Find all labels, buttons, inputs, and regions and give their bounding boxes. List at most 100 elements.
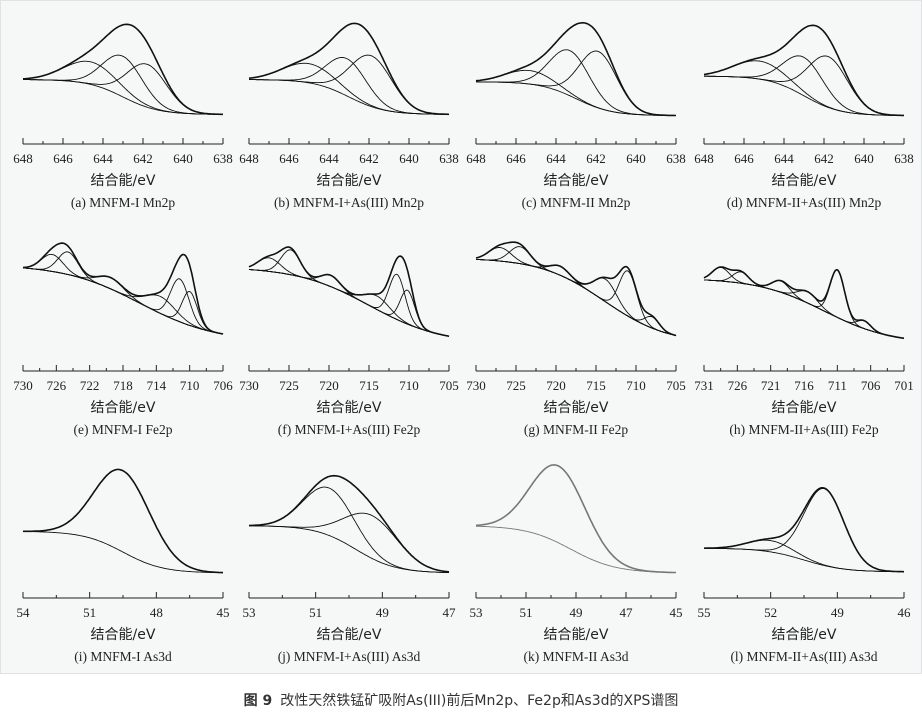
x-tick-label: 701 bbox=[894, 378, 914, 393]
fitted-component-curve bbox=[476, 50, 676, 116]
panel-i: 54 51 48 45 结合能/eV (i) MNFM-I As3d bbox=[17, 468, 230, 664]
panel-f: 730 725 720 715 710 705 结合能/eV (f) MNFM-I+As(II… bbox=[239, 246, 459, 437]
envelope-curve bbox=[475, 22, 676, 117]
fitted-component-curve bbox=[704, 55, 905, 116]
x-tick-label: 53 bbox=[243, 605, 256, 620]
x-tick-label: 710 bbox=[626, 378, 646, 393]
x-tick-label: 706 bbox=[213, 378, 233, 393]
panel-j: 53 51 49 47 结合能/eV (j) MNFM-I+As(III) As3d bbox=[243, 474, 456, 664]
fitted-component-curve bbox=[704, 488, 904, 573]
x-tick-label: 642 bbox=[586, 151, 606, 166]
x-tick-label: 720 bbox=[319, 378, 339, 393]
x-tick-label: 710 bbox=[399, 378, 419, 393]
fitted-component-curve bbox=[23, 468, 223, 574]
x-tick-label: 726 bbox=[47, 378, 67, 393]
x-tick-label: 642 bbox=[359, 151, 379, 166]
fitted-component-curve bbox=[475, 69, 676, 116]
xps-spectra-plots: 648 646 644 642 640 638 结合能/eV (a) MNFM-I Mn2p 6… bbox=[13, 22, 914, 664]
x-tick-label: 715 bbox=[586, 378, 606, 393]
fitted-component-curve bbox=[475, 246, 677, 337]
x-tick-label: 51 bbox=[520, 605, 533, 620]
x-tick-label: 725 bbox=[506, 378, 526, 393]
fitted-component-curve bbox=[475, 258, 677, 337]
x-tick-label: 715 bbox=[359, 378, 379, 393]
x-tick-label: 710 bbox=[180, 378, 200, 393]
envelope-curve bbox=[248, 246, 450, 337]
fitted-component-curve bbox=[475, 464, 676, 573]
x-axis-label: 结合能/eV bbox=[544, 627, 609, 643]
x-tick-label: 48 bbox=[150, 605, 163, 620]
panel-g: 730 725 720 715 710 705 结合能/eV (g) MNFM-II Fe2p bbox=[466, 241, 686, 437]
envelope-curve bbox=[22, 242, 224, 335]
envelope-curve bbox=[23, 23, 223, 116]
panel-l: 55 52 49 46 结合能/eV (l) MNFM-II+As(III) As3d bbox=[698, 487, 911, 664]
x-tick-label: 705 bbox=[439, 378, 459, 393]
fitted-component-curve bbox=[704, 55, 904, 116]
x-tick-label: 638 bbox=[439, 151, 459, 166]
panel-c: 648 646 644 642 640 638 结合能/eV (c) MNFM-II Mn2p bbox=[466, 22, 686, 210]
figure-number: 图 9 bbox=[243, 693, 273, 709]
figure-caption: 图 9 改性天然铁锰矿吸附As(III)前后Mn2p、Fe2p和As3d的XPS谱… bbox=[0, 690, 922, 710]
x-tick-label: 642 bbox=[814, 151, 834, 166]
x-axis-label: 结合能/eV bbox=[91, 627, 156, 643]
panel-caption: (g) MNFM-II Fe2p bbox=[524, 422, 628, 437]
baseline-curve bbox=[23, 531, 223, 574]
x-tick-label: 716 bbox=[794, 378, 814, 393]
fitted-component-curve bbox=[475, 258, 677, 337]
baseline-curve bbox=[704, 75, 905, 116]
fitted-component-curve bbox=[23, 60, 223, 115]
x-tick-label: 714 bbox=[147, 378, 167, 393]
x-tick-label: 47 bbox=[620, 605, 634, 620]
x-tick-label: 51 bbox=[309, 605, 322, 620]
x-tick-label: 55 bbox=[698, 605, 711, 620]
x-tick-label: 646 bbox=[506, 151, 526, 166]
fitted-component-curve bbox=[248, 269, 450, 337]
fitted-component-curve bbox=[248, 269, 450, 337]
baseline-curve bbox=[249, 525, 450, 574]
panel-caption: (j) MNFM-I+As(III) As3d bbox=[278, 649, 421, 664]
x-axis-label: 结合能/eV bbox=[91, 173, 156, 189]
baseline-curve bbox=[23, 79, 223, 115]
x-tick-label: 646 bbox=[734, 151, 754, 166]
x-tick-label: 711 bbox=[828, 378, 847, 393]
x-tick-label: 640 bbox=[399, 151, 419, 166]
x-tick-label: 638 bbox=[894, 151, 914, 166]
fitted-component-curve bbox=[703, 266, 905, 339]
x-axis-label: 结合能/eV bbox=[772, 400, 837, 416]
panel-caption: (k) MNFM-II As3d bbox=[523, 649, 628, 664]
x-axis-label: 结合能/eV bbox=[544, 400, 609, 416]
envelope-curve bbox=[703, 266, 905, 340]
x-tick-label: 648 bbox=[239, 151, 259, 166]
fitted-component-curve bbox=[248, 269, 450, 337]
x-tick-label: 718 bbox=[113, 378, 133, 393]
fitted-component-curve bbox=[475, 247, 677, 337]
x-tick-label: 646 bbox=[279, 151, 299, 166]
x-tick-label: 705 bbox=[666, 378, 686, 393]
x-tick-label: 720 bbox=[546, 378, 566, 393]
fitted-component-curve bbox=[249, 512, 450, 573]
fitted-component-curve bbox=[248, 269, 450, 337]
x-tick-label: 644 bbox=[774, 151, 794, 166]
baseline-curve bbox=[476, 81, 676, 116]
x-tick-label: 722 bbox=[80, 378, 100, 393]
x-tick-label: 721 bbox=[761, 378, 781, 393]
envelope-curve bbox=[23, 468, 223, 574]
fitted-component-curve bbox=[23, 54, 223, 115]
x-tick-label: 640 bbox=[626, 151, 646, 166]
x-tick-label: 644 bbox=[546, 151, 566, 166]
x-tick-label: 644 bbox=[319, 151, 339, 166]
fitted-component-curve bbox=[249, 54, 449, 115]
x-tick-label: 648 bbox=[694, 151, 714, 166]
x-tick-label: 642 bbox=[133, 151, 153, 166]
panel-h: 731 726 721 716 711 706 701 结合能/eV (h) MNFM-II+A… bbox=[694, 266, 914, 437]
fitted-component-curve bbox=[475, 258, 677, 337]
x-tick-label: 730 bbox=[13, 378, 33, 393]
panel-caption: (c) MNFM-II Mn2p bbox=[522, 195, 631, 210]
fitted-component-curve bbox=[703, 269, 905, 339]
x-tick-label: 45 bbox=[217, 605, 230, 620]
panel-caption: (a) MNFM-I Mn2p bbox=[71, 195, 175, 210]
figure-panel-grid: 648 646 644 642 640 638 结合能/eV (a) MNFM-I Mn2p 6… bbox=[0, 0, 922, 674]
x-tick-label: 730 bbox=[466, 378, 486, 393]
x-tick-label: 730 bbox=[239, 378, 259, 393]
panel-caption: (d) MNFM-II+As(III) Mn2p bbox=[727, 195, 882, 210]
